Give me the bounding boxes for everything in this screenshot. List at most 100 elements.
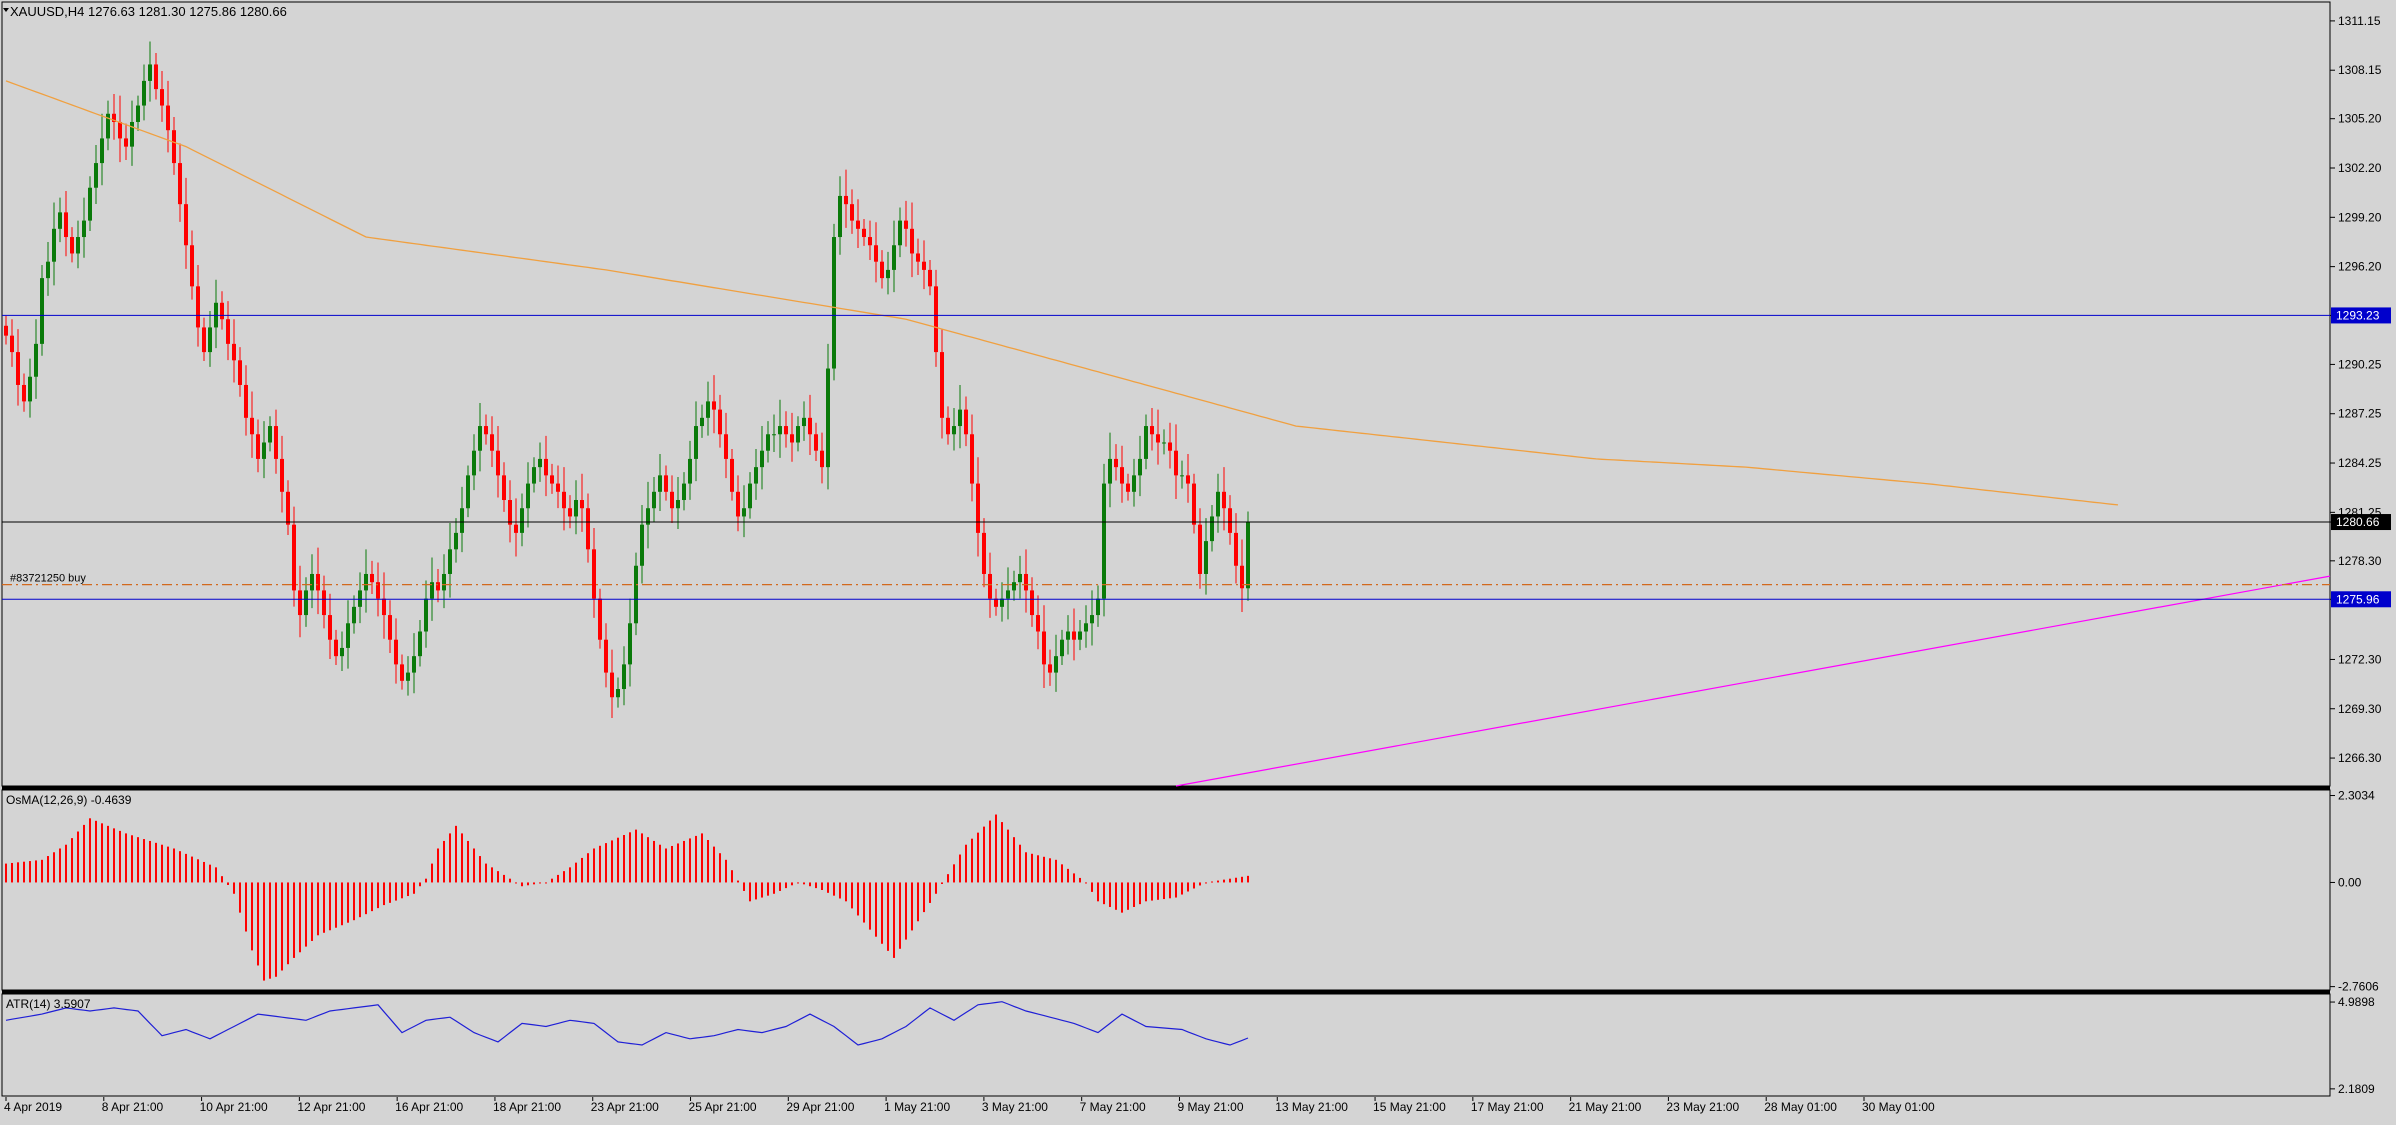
bull-candle: [82, 220, 86, 238]
bull-candle: [706, 401, 710, 418]
bull-candle: [466, 475, 470, 509]
osma-bar: [401, 882, 403, 899]
bear-candle: [370, 573, 374, 583]
bull-candle: [1018, 573, 1022, 583]
osma-bar: [659, 844, 661, 883]
trend-line[interactable]: [1175, 575, 2331, 787]
bull-candle: [622, 664, 626, 690]
osma-bar: [245, 882, 247, 932]
bear-candle: [976, 483, 980, 533]
osma-bar: [557, 874, 559, 883]
chart-title[interactable]: XAUUSD,H4 1276.63 1281.30 1275.86 1280.6…: [10, 4, 287, 19]
osma-bar: [71, 838, 73, 883]
bull-candle: [1060, 639, 1064, 657]
bear-candle: [64, 212, 68, 238]
osma-bar: [641, 833, 643, 883]
bull-candle: [658, 475, 662, 492]
bear-candle: [232, 343, 236, 361]
osma-bar: [425, 878, 427, 883]
osma-bar: [899, 882, 901, 949]
osma-bar: [101, 823, 103, 883]
osma-bar: [1163, 882, 1165, 900]
bull-candle: [748, 483, 752, 509]
osma-bar: [299, 882, 301, 953]
bull-candle: [1204, 541, 1208, 574]
bear-candle: [868, 237, 872, 246]
bear-candle: [844, 195, 848, 205]
bull-candle: [1084, 623, 1088, 632]
bear-candle: [730, 458, 734, 492]
y-axis-tick-label: 1302.20: [2338, 161, 2382, 175]
bull-candle: [1162, 442, 1166, 444]
osma-bar: [1223, 879, 1225, 883]
bear-candle: [664, 475, 668, 492]
bull-candle: [1102, 483, 1106, 599]
osma-bar: [953, 864, 955, 883]
bear-candle: [160, 89, 164, 106]
osma-bar: [827, 882, 829, 893]
osma-bar: [371, 882, 373, 912]
bull-candle: [1132, 475, 1136, 492]
osma-bar: [275, 882, 277, 977]
osma-bar: [719, 853, 721, 883]
osma-bar: [1121, 882, 1123, 913]
price-tag: [2331, 591, 2391, 608]
bull-candle: [472, 450, 476, 476]
bull-candle: [676, 500, 680, 509]
bull-candle: [616, 689, 620, 698]
osma-bar: [1247, 875, 1249, 883]
osma-bar: [1169, 882, 1171, 899]
bull-candle: [892, 245, 896, 270]
bear-candle: [712, 401, 716, 410]
bull-candle: [304, 590, 308, 616]
osma-bar: [863, 882, 865, 923]
bear-candle: [580, 500, 584, 509]
bear-candle: [22, 384, 26, 402]
bear-candle: [1114, 458, 1118, 468]
bear-candle: [724, 434, 728, 459]
bear-candle: [124, 138, 128, 147]
x-axis-tick-label: 9 May 21:00: [1177, 1100, 1243, 1114]
collapse-triangle-icon[interactable]: [3, 8, 9, 12]
osma-bar: [1115, 882, 1117, 910]
osma-bar: [695, 835, 697, 883]
bear-candle: [436, 582, 440, 591]
bull-candle: [694, 426, 698, 459]
bull-candle: [1108, 458, 1112, 484]
bear-candle: [946, 417, 950, 435]
osma-bar: [305, 882, 307, 947]
osma-bar: [35, 860, 37, 883]
osma-bar: [809, 882, 811, 887]
x-axis-tick-label: 4 Apr 2019: [4, 1100, 62, 1114]
osma-bar: [11, 862, 13, 883]
bull-candle: [106, 113, 110, 139]
bull-candle: [1216, 491, 1220, 517]
bull-candle: [364, 573, 368, 591]
bear-candle: [514, 524, 518, 533]
osma-bar: [185, 853, 187, 883]
bear-candle: [994, 598, 998, 607]
bull-candle: [58, 212, 62, 229]
bear-candle: [1174, 450, 1178, 476]
y-axis-tick-label: 1278.30: [2338, 554, 2382, 568]
bull-candle: [652, 491, 656, 509]
bear-candle: [118, 121, 122, 139]
osma-bar: [1205, 882, 1207, 884]
x-axis-tick-label: 1 May 21:00: [884, 1100, 950, 1114]
osma-bar: [1217, 880, 1219, 883]
osma-bar: [347, 882, 349, 923]
osma-bar: [1085, 882, 1087, 884]
osma-bar: [59, 848, 61, 883]
osma-bar: [911, 882, 913, 931]
osma-bar: [443, 840, 445, 883]
osma-bar: [767, 882, 769, 896]
osma-bar: [365, 882, 367, 915]
osma-bar: [593, 848, 595, 883]
osma-bar: [95, 820, 97, 883]
osma-bar: [41, 859, 43, 883]
osma-bar: [551, 878, 553, 883]
bull-candle: [1054, 656, 1058, 673]
atr-line: [5, 1001, 1249, 1046]
